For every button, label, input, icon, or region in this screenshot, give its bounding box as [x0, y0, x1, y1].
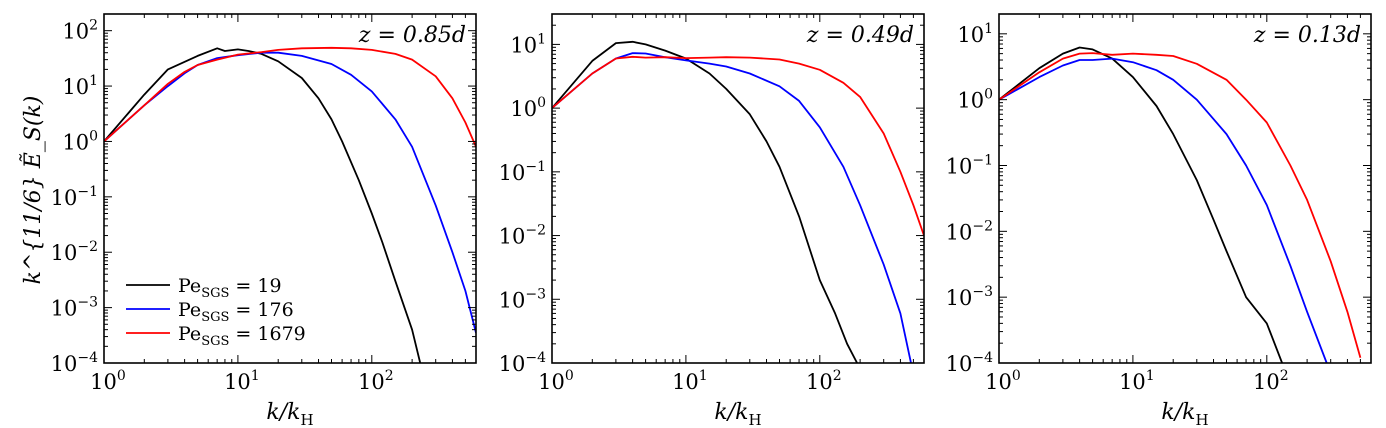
x-tick-label: 100: [985, 368, 1021, 394]
panel-annotation: z = 0.13d: [1253, 23, 1361, 48]
y-tick-label: 10−2: [946, 218, 993, 244]
y-tick-label: 10−3: [51, 295, 98, 321]
series-line-2: [104, 51, 476, 334]
ticks: [551, 13, 925, 364]
x-tick-label: 102: [1253, 368, 1289, 394]
y-tick-label: 10−4: [51, 350, 98, 376]
y-tick-label: 100: [957, 87, 993, 113]
panel-annotation: z = 0.49d: [806, 23, 914, 48]
x-tick-label: 101: [1119, 368, 1155, 394]
y-axis-label: k^{11/6} Ẽ_S(k): [18, 96, 46, 285]
x-tick-label: 100: [538, 368, 574, 394]
y-tick-label: 101: [62, 73, 98, 99]
legend-label-1: PeSGS = 19: [178, 275, 282, 301]
series-line-1: [104, 47, 422, 363]
y-tick-label: 100: [510, 95, 546, 121]
y-tick-label: 10−1: [51, 184, 98, 210]
x-tick-label: 102: [358, 368, 394, 394]
series-line-1: [552, 40, 858, 363]
y-tick-label: 10−1: [946, 152, 993, 178]
series-group: [552, 40, 924, 363]
x-axis-label: k/kH: [714, 400, 761, 428]
x-tick-label: 101: [224, 368, 260, 394]
plot-frame: [103, 13, 477, 364]
plot-frame: [998, 13, 1372, 364]
legend-label-3: PeSGS = 1679: [178, 323, 306, 349]
panel-annotation: z = 0.85d: [358, 23, 466, 48]
series-line-2: [999, 57, 1328, 363]
y-tick-label: 10−2: [51, 239, 98, 265]
y-tick-label: 10−3: [499, 286, 546, 312]
y-tick-label: 100: [62, 128, 98, 154]
plot-frame: [551, 13, 925, 364]
ticks: [998, 13, 1372, 364]
y-tick-label: 10−3: [946, 284, 993, 310]
x-axis-label: k/kH: [1161, 400, 1208, 428]
y-tick-label: 10−4: [499, 350, 546, 376]
y-tick-label: 10−2: [499, 223, 546, 249]
x-axis-label: k/kH: [266, 400, 313, 428]
panel-z-085d: 100 101 102 10−4 10−3 10−2 10−1 100 101 102 k/kH z …: [51, 13, 477, 428]
legend-label-2: PeSGS = 176: [178, 299, 294, 325]
y-tick-label: 101: [957, 21, 993, 47]
series-line-3: [552, 55, 924, 236]
series-group: [104, 46, 476, 363]
y-tick-label: 101: [510, 31, 546, 57]
series-line-2: [552, 52, 912, 363]
series-line-3: [999, 52, 1362, 359]
series-line-3: [104, 46, 476, 148]
y-tick-label: 102: [62, 18, 98, 44]
x-tick-label: 100: [90, 368, 126, 394]
series-group: [999, 46, 1362, 363]
x-tick-label: 101: [672, 368, 708, 394]
y-tick-label: 10−1: [499, 159, 546, 185]
y-tick-label: 10−4: [946, 350, 993, 376]
series-line-1: [999, 46, 1283, 363]
x-tick-label: 102: [806, 368, 842, 394]
